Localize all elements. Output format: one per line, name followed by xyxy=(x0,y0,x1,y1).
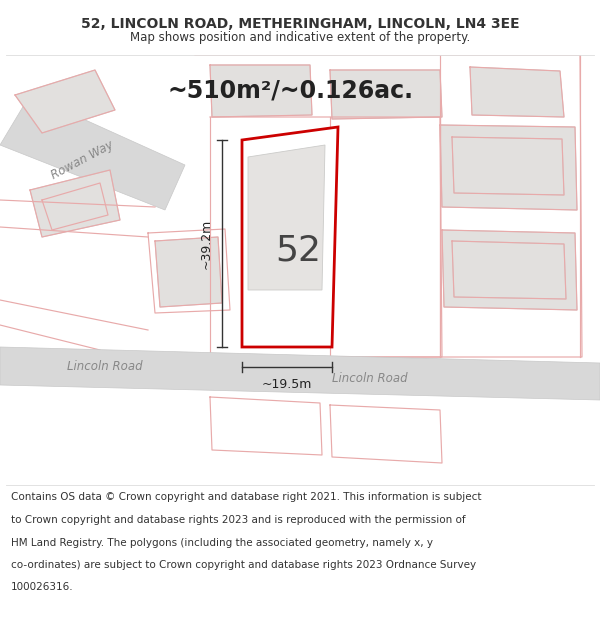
Polygon shape xyxy=(452,137,564,195)
Polygon shape xyxy=(330,70,442,119)
Text: Map shows position and indicative extent of the property.: Map shows position and indicative extent… xyxy=(130,31,470,44)
Text: ~19.5m: ~19.5m xyxy=(262,379,312,391)
Text: 100026316.: 100026316. xyxy=(11,582,73,592)
Polygon shape xyxy=(470,67,564,117)
Text: co-ordinates) are subject to Crown copyright and database rights 2023 Ordnance S: co-ordinates) are subject to Crown copyr… xyxy=(11,560,476,570)
Polygon shape xyxy=(442,230,577,310)
Text: 52: 52 xyxy=(275,233,322,268)
Text: Lincoln Road: Lincoln Road xyxy=(67,359,143,372)
Polygon shape xyxy=(15,70,115,133)
Text: ~510m²/~0.126ac.: ~510m²/~0.126ac. xyxy=(167,78,413,102)
Text: Lincoln Road: Lincoln Road xyxy=(332,372,408,386)
Polygon shape xyxy=(155,237,222,307)
Polygon shape xyxy=(0,95,185,210)
Text: to Crown copyright and database rights 2023 and is reproduced with the permissio: to Crown copyright and database rights 2… xyxy=(11,515,466,525)
Polygon shape xyxy=(0,347,600,400)
Polygon shape xyxy=(210,65,312,117)
Text: 52, LINCOLN ROAD, METHERINGHAM, LINCOLN, LN4 3EE: 52, LINCOLN ROAD, METHERINGHAM, LINCOLN,… xyxy=(80,17,520,31)
Polygon shape xyxy=(30,170,120,237)
Text: Contains OS data © Crown copyright and database right 2021. This information is : Contains OS data © Crown copyright and d… xyxy=(11,492,481,502)
Text: Rowan Way: Rowan Way xyxy=(49,138,115,182)
Polygon shape xyxy=(242,127,338,347)
Text: ~39.2m: ~39.2m xyxy=(199,218,212,269)
Polygon shape xyxy=(452,241,566,299)
Polygon shape xyxy=(440,125,577,210)
Polygon shape xyxy=(248,145,325,290)
Text: HM Land Registry. The polygons (including the associated geometry, namely x, y: HM Land Registry. The polygons (includin… xyxy=(11,538,433,548)
